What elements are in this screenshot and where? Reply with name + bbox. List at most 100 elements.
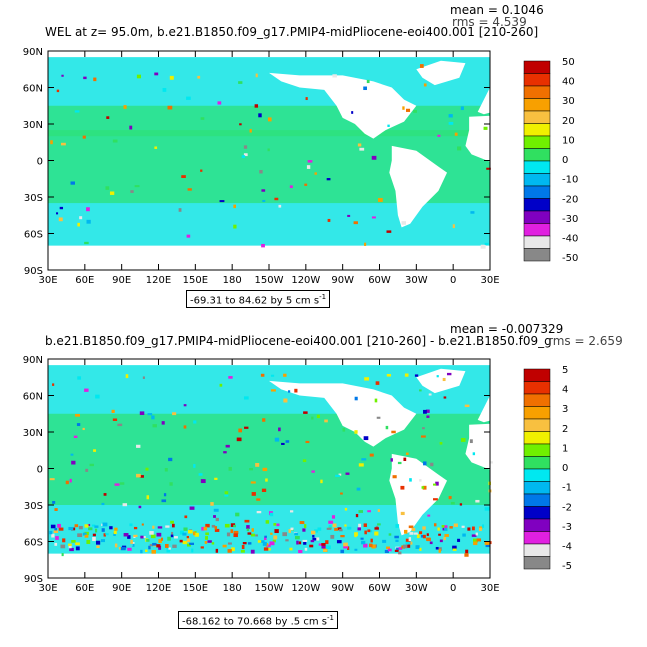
anomaly-cell (187, 530, 193, 534)
anomaly-cell (361, 458, 367, 461)
lon-label: 180 (223, 275, 242, 286)
anomaly-cell (374, 398, 378, 403)
anomaly-cell (149, 531, 154, 535)
colorbar-segment (523, 543, 551, 557)
anomaly-cell (478, 527, 482, 531)
anomaly-cell (249, 468, 254, 471)
anomaly-cell (484, 242, 489, 245)
lon-label: 0 (450, 583, 456, 594)
anomaly-cell (249, 128, 252, 133)
anomaly-cell (443, 525, 448, 530)
colorbar-label: -20 (562, 194, 578, 205)
anomaly-cell (368, 543, 373, 548)
anomaly-cell (409, 541, 413, 545)
lon-label: 150E (183, 583, 208, 594)
anomaly-cell (340, 534, 345, 538)
anomaly-cell (162, 87, 167, 92)
anomaly-cell (189, 542, 195, 546)
lon-label: 120E (146, 583, 171, 594)
anomaly-cell (321, 543, 326, 546)
anomaly-cell (225, 444, 230, 448)
anomaly-cell (285, 539, 289, 542)
anomaly-cell (307, 160, 313, 163)
anomaly-cell (395, 524, 400, 528)
anomaly-cell (289, 547, 293, 551)
lon-label: 90W (331, 583, 354, 594)
anomaly-cell (87, 523, 91, 527)
anomaly-cell (75, 414, 80, 417)
colorbar-segment (523, 406, 551, 420)
anomaly-cell (51, 533, 55, 538)
anomaly-cell (371, 544, 376, 549)
anomaly-cell (205, 523, 210, 528)
anomaly-cell (344, 507, 348, 511)
anomaly-cell (158, 539, 162, 543)
anomaly-cell (408, 537, 412, 542)
anomaly-cell (461, 525, 465, 528)
anomaly-cell (405, 452, 409, 455)
anomaly-cell (84, 524, 89, 528)
colorbar-segment (523, 60, 551, 74)
anomaly-cell (298, 550, 303, 554)
anomaly-cell (214, 528, 220, 532)
anomaly-cell (310, 539, 315, 543)
lon-label: 150W (255, 275, 284, 286)
anomaly-cell (205, 536, 208, 540)
lat-label: 0 (37, 465, 43, 476)
anomaly-cell (306, 165, 311, 169)
anomaly-cell (325, 540, 329, 545)
panel-title: b.e21.B1850.f09_g17.PMIP4-midPliocene-eo… (45, 334, 552, 348)
anomaly-cell (55, 536, 59, 540)
anomaly-cell (166, 549, 171, 553)
anomaly-cell (282, 532, 288, 537)
anomaly-cell (256, 498, 261, 501)
anomaly-cell (211, 524, 216, 528)
lon-label: 60W (368, 583, 391, 594)
anomaly-cell (290, 527, 294, 531)
anomaly-cell (69, 478, 72, 483)
anomaly-cell (227, 542, 232, 545)
anomaly-cell (299, 521, 305, 525)
anomaly-cell (354, 430, 358, 434)
anomaly-cell (78, 525, 83, 530)
anomaly-cell (464, 553, 469, 557)
anomaly-cell (228, 466, 232, 471)
anomaly-cell (246, 528, 250, 532)
anomaly-cell (75, 546, 80, 551)
anomaly-cell (274, 529, 279, 534)
anomaly-cell (136, 473, 141, 478)
anomaly-cell (93, 77, 97, 82)
colorbar-segment (523, 210, 551, 224)
panel-bottom: b.e21.B1850.f09_g17.PMIP4-midPliocene-eo… (0, 308, 647, 630)
anomaly-cell (359, 147, 365, 151)
anomaly-cell (168, 547, 171, 550)
anomaly-cell (56, 212, 59, 215)
anomaly-cell (452, 545, 457, 549)
anomaly-cell (215, 517, 219, 522)
colorbar-segment (523, 506, 551, 520)
lon-label: 180 (223, 583, 242, 594)
anomaly-cell (367, 510, 371, 513)
anomaly-cell (423, 409, 427, 414)
anomaly-cell (182, 532, 187, 536)
anomaly-cell (483, 126, 488, 130)
anomaly-cell (82, 135, 86, 139)
anomaly-cell (452, 224, 455, 229)
anomaly-cell (442, 377, 446, 382)
anomaly-cell (374, 531, 379, 536)
anomaly-cell (70, 181, 75, 185)
anomaly-cell (76, 423, 81, 427)
anomaly-cell (138, 505, 142, 509)
anomaly-cell (179, 539, 183, 543)
anomaly-cell (215, 548, 219, 553)
anomaly-cell (361, 540, 366, 545)
colorbar-label: -40 (562, 233, 578, 244)
panel-title: WEL at z= 95.0m, b.e21.B1850.f09_g17.PMI… (45, 25, 539, 39)
anomaly-cell (262, 467, 268, 472)
anomaly-cell (453, 523, 458, 527)
anomaly-cell (214, 477, 218, 480)
anomaly-cell (366, 79, 370, 84)
colorbar-label: 4 (562, 385, 568, 396)
anomaly-cell (464, 404, 470, 408)
